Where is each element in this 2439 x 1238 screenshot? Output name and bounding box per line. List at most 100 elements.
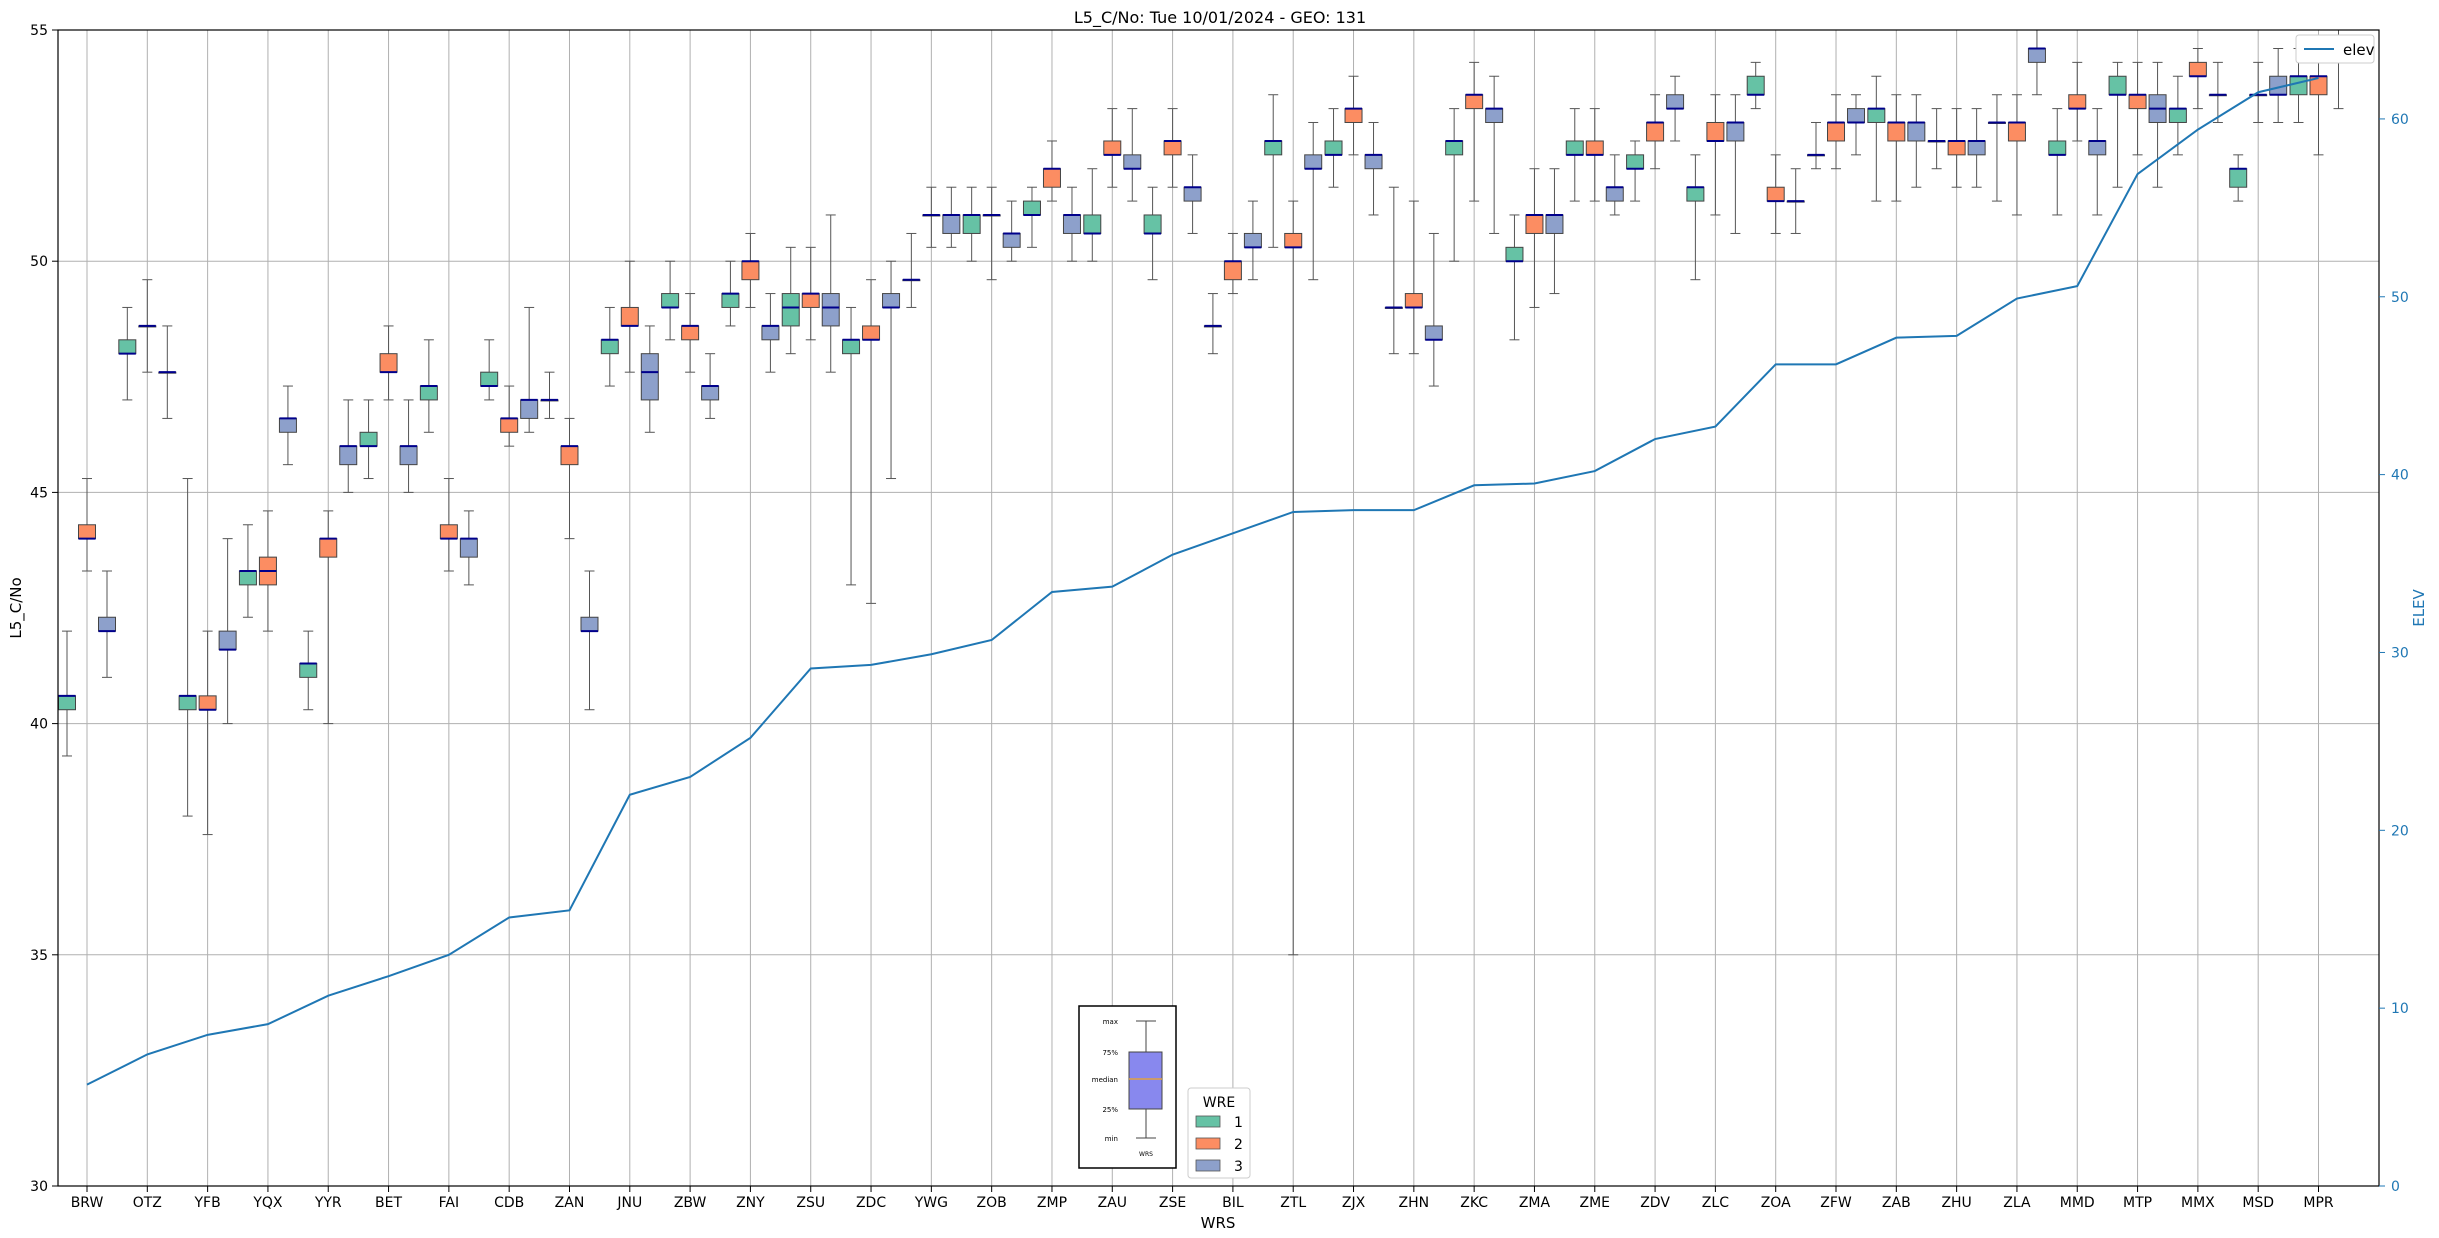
wre-legend-swatch-3 [1195, 1159, 1221, 1172]
x-tick-label: ZMP [1037, 1195, 1067, 1211]
box-zfw-wre3 [1847, 94, 1866, 156]
x-tick-label: ZHN [1399, 1195, 1430, 1211]
box-yfb-wre2 [198, 630, 217, 836]
box-zmp-wre2 [1042, 140, 1061, 202]
box-body [1545, 214, 1564, 234]
y-tick-label: 30 [30, 1179, 48, 1195]
box-body [1847, 108, 1866, 123]
wre-legend-title: WRE [1203, 1095, 1235, 1111]
box-body [419, 385, 438, 401]
x-tick-label: ZAN [555, 1195, 585, 1211]
x-tick-label: FAI [439, 1195, 459, 1211]
y-tick-label: 50 [30, 254, 48, 270]
box-key-label-q1: 25% [1102, 1106, 1118, 1114]
box-mtp-wre1 [2108, 61, 2127, 188]
line-legend-label: elev [2343, 41, 2375, 59]
x-tick-label: CDB [494, 1195, 524, 1211]
box-bet-wre3 [399, 399, 418, 493]
box-jnu-wre2 [620, 260, 639, 373]
y-tick-label: 35 [30, 948, 48, 964]
wre-legend: WRE 1 2 3 [1187, 1087, 1251, 1179]
x-tick-label: MMD [2060, 1195, 2095, 1211]
x-tick-label: BIL [1222, 1195, 1244, 1211]
x-tick-label: ZME [1580, 1195, 1611, 1211]
box-body [1525, 214, 1544, 234]
box-bet-wre2 [379, 325, 398, 401]
box-zma-wre3 [1545, 168, 1564, 295]
box-zau-wre1 [1083, 168, 1102, 262]
box-body [1123, 154, 1142, 170]
box-zla-wre1 [1987, 94, 2006, 202]
box-body [1344, 108, 1363, 123]
box-body [1223, 260, 1242, 281]
box-ywg-wre2 [922, 186, 941, 248]
box-zse-wre3 [1183, 154, 1202, 234]
box-body [2048, 140, 2067, 156]
y2-axis-label: ELEV [2410, 588, 2428, 626]
box-body [1686, 186, 1705, 202]
box-body [2068, 94, 2087, 110]
box-body [2289, 75, 2308, 96]
box-body [500, 417, 519, 433]
y2-tick-label: 20 [2391, 823, 2409, 839]
box-body [1907, 121, 1926, 142]
box-zma-wre1 [1505, 214, 1524, 341]
x-tick-label: MPR [2303, 1195, 2334, 1211]
x-tick-label: ZSU [796, 1195, 825, 1211]
x-tick-label: YFB [194, 1195, 221, 1211]
box-body [1163, 140, 1182, 156]
y2-tick-label: 60 [2391, 112, 2409, 128]
box-zob-wre3 [1002, 200, 1021, 262]
box-zlc-wre1 [1686, 154, 1705, 281]
y-tick-label: 45 [30, 485, 48, 501]
box-body [781, 293, 800, 327]
box-zdv-wre1 [1626, 140, 1645, 202]
box-zsu-wre2 [801, 246, 820, 341]
box-body [2128, 94, 2147, 110]
box-body [1666, 94, 1685, 110]
box-body [1002, 232, 1021, 248]
box-body [1264, 140, 1283, 156]
box-body [1867, 108, 1886, 123]
box-body [1746, 75, 1765, 96]
box-zla-wre3 [2027, 29, 2046, 96]
wre-legend-label-3: 3 [1234, 1159, 1243, 1175]
box-bil-wre1 [1203, 293, 1222, 355]
plot-frame [57, 29, 2380, 1187]
chart-title: L5_C/No: Tue 10/01/2024 - GEO: 131 [1074, 8, 1366, 28]
box-body [701, 385, 720, 401]
box-zbw-wre2 [681, 293, 700, 373]
box-zny-wre2 [741, 232, 760, 308]
box-body [862, 325, 881, 341]
box-ztl-wre1 [1264, 94, 1283, 248]
box-body [399, 445, 418, 466]
box-zse-wre1 [1143, 186, 1162, 281]
box-yfb-wre3 [218, 538, 237, 725]
box-zmp-wre3 [1062, 186, 1081, 262]
box-body [1706, 121, 1725, 142]
y2-tick-label: 10 [2391, 1001, 2409, 1017]
box-key-inset: max 75% median 25% min WRS [1078, 1005, 1177, 1169]
box-ztl-wre2 [1284, 200, 1303, 956]
box-body [520, 399, 539, 419]
box-zsu-wre1 [781, 246, 800, 355]
box-body [1183, 186, 1202, 202]
box-otz-wre3 [158, 325, 177, 419]
box-body [962, 214, 981, 234]
box-body [1243, 232, 1262, 248]
box-zan-wre2 [560, 417, 579, 540]
box-zlc-wre3 [1726, 94, 1745, 234]
box-zbw-wre3 [701, 353, 720, 419]
x-tick-label: ZOA [1761, 1195, 1791, 1211]
box-jnu-wre1 [600, 306, 619, 387]
box-zdc-wre1 [842, 306, 861, 586]
box-series [58, 29, 2348, 956]
box-body [1143, 214, 1162, 234]
box-zsu-wre3 [821, 214, 840, 373]
box-zhn-wre3 [1424, 232, 1443, 387]
box-body [480, 371, 499, 387]
x-tick-label: ZHU [1941, 1195, 1971, 1211]
box-fai-wre2 [439, 478, 458, 572]
box-body [1404, 293, 1423, 308]
box-zab-wre3 [1907, 94, 1926, 188]
